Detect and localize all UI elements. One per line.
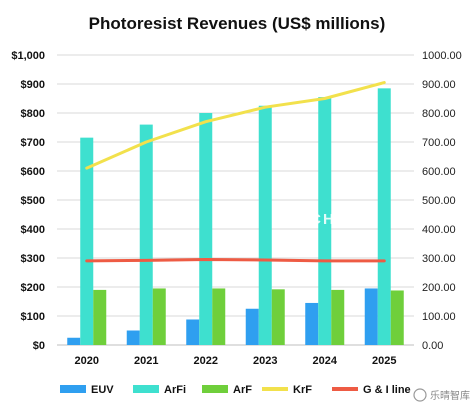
x-tick-label: 2021 xyxy=(134,355,158,367)
bar-arf xyxy=(390,290,404,345)
bar-arfi xyxy=(139,124,153,345)
y-right-tick-label: 0.00 xyxy=(422,340,443,352)
line-series xyxy=(85,81,386,263)
y-right-tick-label: 200.00 xyxy=(422,282,456,294)
y-right-tick-label: 1000.00 xyxy=(422,50,462,62)
legend-swatch-arf xyxy=(202,385,228,393)
y-left-tick-label: $300 xyxy=(21,253,45,265)
x-tick-label: 2020 xyxy=(75,355,99,367)
watermark-badge-text: 乐晴智库 xyxy=(430,389,470,402)
bar-euv xyxy=(126,330,140,345)
legend-swatch-g-i-line xyxy=(332,387,358,391)
line-g-i-line xyxy=(85,257,386,263)
legend-swatch-arfi xyxy=(133,385,159,393)
bar-arfi xyxy=(80,137,94,345)
y-right-tick-label: 400.00 xyxy=(422,224,456,236)
y-left-tick-label: $100 xyxy=(21,311,45,323)
y-left-tick-label: $1,000 xyxy=(11,50,45,62)
y-left-tick-label: $500 xyxy=(21,195,45,207)
y-left-tick-label: $900 xyxy=(21,79,45,91)
y-left-tick-label: $0 xyxy=(33,340,45,352)
y-left-tick-label: $700 xyxy=(21,137,45,149)
bar-arf xyxy=(93,289,107,345)
legend-label-g-i-line: G & I line xyxy=(363,384,411,396)
bar-euv xyxy=(186,319,200,345)
chart-title: Photoresist Revenues (US$ millions) xyxy=(89,14,386,33)
legend: EUV ArFi ArF KrF G & I line xyxy=(60,384,411,396)
x-axis-ticks: 2020 2021 2022 2023 2024 2025 xyxy=(75,355,397,367)
bar-arf xyxy=(152,288,166,345)
bar-euv xyxy=(67,337,81,345)
y-right-tick-label: 100.00 xyxy=(422,311,456,323)
y-right-tick-label: 300.00 xyxy=(422,253,456,265)
y-right-tick-label: 600.00 xyxy=(422,166,456,178)
bar-arf xyxy=(331,289,345,345)
y-left-tick-label: $800 xyxy=(21,108,45,120)
gridlines xyxy=(57,54,414,346)
line-krf xyxy=(85,81,386,170)
bar-euv xyxy=(364,288,378,345)
x-tick-label: 2023 xyxy=(253,355,277,367)
bar-euv xyxy=(245,308,259,345)
legend-label-arfi: ArFi xyxy=(164,384,186,396)
bar-arfi xyxy=(258,105,272,345)
bar-series xyxy=(67,88,404,345)
legend-label-krf: KrF xyxy=(293,384,312,396)
x-tick-label: 2025 xyxy=(372,355,396,367)
y-left-tick-label: $200 xyxy=(21,282,45,294)
y-right-tick-label: 700.00 xyxy=(422,137,456,149)
right-axis-ticks: 0.00 100.00 200.00 300.00 400.00 500.00 600.00… xyxy=(422,50,462,352)
bar-arf xyxy=(212,288,226,345)
y-right-tick-label: 900.00 xyxy=(422,79,456,91)
left-axis-ticks: $0 $100 $200 $300 $400 $500 $600 $700 $800 $900 $1… xyxy=(11,50,45,352)
watermark-badge: 乐晴智库 xyxy=(413,388,470,402)
y-left-tick-label: $600 xyxy=(21,166,45,178)
bar-arfi xyxy=(377,88,391,345)
legend-swatch-euv xyxy=(60,385,86,393)
legend-label-arf: ArF xyxy=(233,384,252,396)
bar-arfi xyxy=(199,113,213,345)
bar-euv xyxy=(305,302,319,345)
legend-swatch-krf xyxy=(262,387,288,391)
y-left-tick-label: $400 xyxy=(21,224,45,236)
badge-icon xyxy=(413,388,427,402)
bar-arfi xyxy=(318,97,332,345)
x-tick-label: 2024 xyxy=(313,355,338,367)
legend-label-euv: EUV xyxy=(91,384,114,396)
y-right-tick-label: 800.00 xyxy=(422,108,456,120)
bar-arf xyxy=(271,289,285,345)
x-tick-label: 2022 xyxy=(194,355,218,367)
techcet-watermark: TECHCET xyxy=(287,211,372,228)
y-right-tick-label: 500.00 xyxy=(422,195,456,207)
